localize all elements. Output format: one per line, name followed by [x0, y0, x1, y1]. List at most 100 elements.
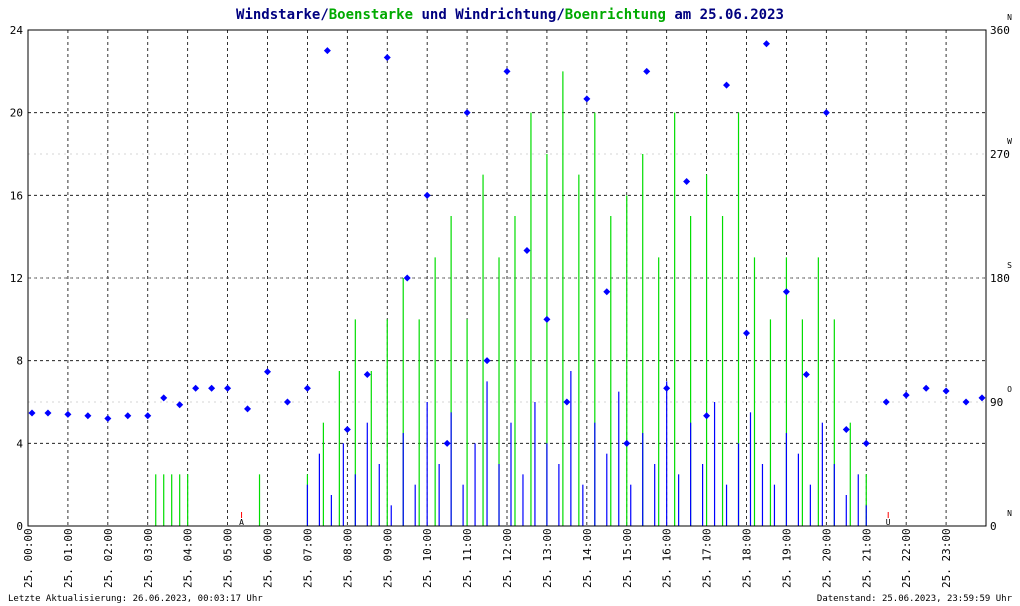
direction-point: [144, 412, 152, 420]
direction-point: [28, 409, 36, 417]
y-right-tick-label: 180: [990, 272, 1010, 285]
direction-point: [192, 384, 200, 392]
direction-series: [28, 40, 986, 447]
direction-point: [383, 54, 391, 62]
title-sep-2: /: [556, 7, 564, 23]
direction-point: [283, 398, 291, 406]
x-tick-label: 25. 03:00: [142, 528, 155, 588]
x-tick-label: 25. 20:00: [820, 528, 833, 588]
x-tick-label: 25. 08:00: [341, 528, 354, 588]
y-left-tick-label: 16: [10, 189, 23, 202]
title-windstarke: Windstarke: [236, 7, 320, 23]
direction-point: [160, 394, 168, 402]
x-tick-label: 25. 21:00: [860, 528, 873, 588]
direction-point: [483, 357, 491, 365]
x-tick-label: 25. 15:00: [621, 528, 634, 588]
direction-point: [942, 387, 950, 395]
direction-point: [463, 109, 471, 117]
marker-label: U: [886, 518, 891, 527]
direction-point: [663, 384, 671, 392]
x-tick-label: 25. 13:00: [541, 528, 554, 588]
y-right-tick-label: 0: [990, 520, 997, 533]
direction-point: [862, 439, 870, 447]
x-tick-label: 25. 05:00: [222, 528, 235, 588]
direction-point: [124, 412, 132, 420]
direction-point: [443, 439, 451, 447]
direction-point: [543, 315, 551, 323]
title-boenstarke: Boenstarke: [329, 7, 413, 23]
x-axis-ticks: 25. 00:00 25. 01:00 25. 02:00 25. 03:00 25. …: [22, 528, 953, 588]
x-tick-label: 25. 04:00: [182, 528, 195, 588]
y-left-tick-label: 24: [10, 24, 24, 37]
direction-point: [842, 426, 850, 434]
x-tick-label: 25. 09:00: [381, 528, 394, 588]
y-right-tick-label: 270: [990, 148, 1010, 161]
x-tick-label: 25. 06:00: [262, 528, 275, 588]
x-tick-label: 25. 11:00: [461, 528, 474, 588]
title-und: und: [413, 7, 455, 23]
y-right-direction-label: O: [1007, 385, 1012, 394]
x-tick-label: 25. 19:00: [780, 528, 793, 588]
direction-point: [208, 384, 216, 392]
direction-point: [104, 415, 112, 423]
direction-point: [603, 288, 611, 296]
footer-last-update: Letzte Aktualisierung: 26.06.2023, 00:03…: [8, 594, 263, 604]
x-tick-label: 25. 12:00: [501, 528, 514, 588]
direction-point: [403, 274, 411, 282]
direction-point: [224, 384, 232, 392]
direction-point: [882, 398, 890, 406]
direction-point: [703, 412, 711, 420]
direction-point: [563, 398, 571, 406]
direction-point: [323, 47, 331, 55]
direction-point: [523, 246, 531, 254]
x-tick-label: 25. 16:00: [661, 528, 674, 588]
left-axis-ticks: 0 4 8 12 16 20 24: [10, 24, 24, 533]
direction-point: [802, 370, 810, 378]
x-tick-label: 25. 17:00: [701, 528, 714, 588]
direction-point: [264, 368, 271, 376]
direction-point: [503, 67, 511, 75]
grid-lines: [28, 29, 986, 527]
right-axis-ticks: 0 N 90 O 180 S 270 W 360 N: [990, 13, 1012, 533]
direction-point: [176, 401, 184, 409]
wind-series: [306, 371, 867, 526]
y-right-tick-label: 90: [990, 396, 1003, 409]
direction-point: [782, 288, 790, 296]
direction-point: [822, 109, 830, 117]
y-right-direction-label: N: [1007, 509, 1012, 518]
x-tick-label: 25. 00:00: [22, 528, 35, 588]
direction-point: [723, 81, 731, 89]
title-sep-1: /: [320, 7, 328, 23]
x-tick-label: 25. 10:00: [421, 528, 434, 588]
direction-point: [64, 410, 72, 418]
direction-point: [978, 394, 986, 402]
x-tick-label: 25. 07:00: [301, 528, 314, 588]
direction-point: [683, 178, 691, 186]
y-right-direction-label: W: [1007, 137, 1012, 146]
x-tick-label: 25. 22:00: [900, 528, 913, 588]
direction-point: [303, 384, 311, 392]
direction-point: [643, 67, 651, 75]
direction-point: [44, 409, 52, 417]
x-tick-label: 25. 01:00: [62, 528, 75, 588]
direction-point: [762, 40, 770, 48]
x-tick-label: 25. 14:00: [581, 528, 594, 588]
x-tick-label: 25. 23:00: [940, 528, 953, 588]
direction-point: [84, 412, 92, 420]
y-left-tick-label: 0: [16, 520, 23, 533]
y-right-tick-label: 360: [990, 24, 1010, 37]
footer-data-status: Datenstand: 25.06.2023, 23:59:59 Uhr: [817, 594, 1013, 604]
direction-point: [363, 370, 371, 378]
x-tick-label: 25. 18:00: [741, 528, 754, 588]
y-left-tick-label: 12: [10, 272, 23, 285]
direction-point: [902, 391, 910, 399]
direction-point: [343, 426, 351, 434]
title-windrichtung: Windrichtung: [455, 7, 556, 23]
direction-point: [583, 95, 591, 103]
y-right-direction-label: N: [1007, 13, 1012, 22]
x-tick-label: 25. 02:00: [102, 528, 115, 588]
direction-point: [922, 384, 930, 392]
y-left-tick-label: 20: [10, 107, 23, 120]
